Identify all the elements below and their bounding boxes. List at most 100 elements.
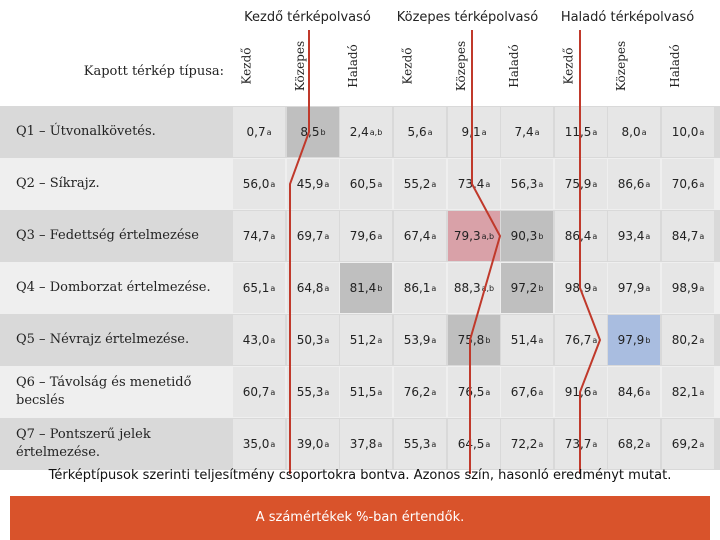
cell-value: 70,6 xyxy=(671,177,699,191)
value-cell: 73,7 a xyxy=(555,419,607,469)
value-cell: 51,5 a xyxy=(340,367,392,417)
cell-value: 86,4 xyxy=(564,229,592,243)
value-cell: 80,2 a xyxy=(662,315,714,365)
cell-value: 7,4 xyxy=(514,125,534,139)
cell-group-letter: a xyxy=(485,179,491,189)
cell-group-letter: a xyxy=(641,127,647,137)
cell-value: 86,1 xyxy=(403,281,431,295)
value-cell: 7,4 a xyxy=(501,107,553,157)
cell-value: 81,4 xyxy=(349,281,377,295)
value-cell: 37,8 a xyxy=(340,419,392,469)
group-header-beginner: Kezdő térképolvasó xyxy=(244,10,371,25)
value-cell: 55,3 a xyxy=(287,367,339,417)
cell-group-letter: a xyxy=(427,127,433,137)
cell-group-letter: a xyxy=(592,283,598,293)
value-cell: 86,4 a xyxy=(555,211,607,261)
value-cell: 65,1 a xyxy=(233,263,285,313)
value-cell: 60,5 a xyxy=(340,159,392,209)
cell-value: 76,2 xyxy=(403,385,431,399)
value-cell: 97,2 b xyxy=(501,263,553,313)
sub-column-header: Közepes xyxy=(608,34,634,98)
cell-value: 73,7 xyxy=(564,437,592,451)
cell-group-letter: a xyxy=(485,387,491,397)
cell-value: 60,7 xyxy=(242,385,270,399)
value-cell: 88,3 a,b xyxy=(448,263,500,313)
sub-column-label: Haladó xyxy=(507,44,521,88)
cell-value: 50,3 xyxy=(296,333,324,347)
value-cell: 97,9 b xyxy=(608,315,660,365)
cell-group-letter: a xyxy=(270,231,276,241)
cell-group-letter: a xyxy=(645,179,651,189)
cell-group-letter: a,b xyxy=(481,231,495,241)
value-cell: 75,8 b xyxy=(448,315,500,365)
cell-group-letter: a xyxy=(324,283,330,293)
cell-group-letter: a xyxy=(324,335,330,345)
cell-value: 55,3 xyxy=(403,437,431,451)
cell-group-letter: b xyxy=(377,283,383,293)
value-cell: 8,0 a xyxy=(608,107,660,157)
value-cell: 67,4 a xyxy=(394,211,446,261)
value-cell: 76,5 a xyxy=(448,367,500,417)
cell-value: 88,3 xyxy=(453,281,481,295)
footer-bar: A számértékek %-ban értendők. xyxy=(10,496,710,540)
question-label: Q2 – Síkrajz. xyxy=(16,176,100,191)
cell-group-letter: a xyxy=(699,387,705,397)
sub-column-header: Kezdő xyxy=(555,34,581,98)
value-cell: 75,9 a xyxy=(555,159,607,209)
cell-value: 64,8 xyxy=(296,281,324,295)
value-cell: 79,3 a,b xyxy=(448,211,500,261)
sub-column-label: Közepes xyxy=(614,40,629,92)
cell-group-letter: a xyxy=(645,283,651,293)
cell-group-letter: a xyxy=(485,439,491,449)
cell-group-letter: a xyxy=(377,231,383,241)
cell-value: 79,6 xyxy=(349,229,377,243)
value-cell: 2,4 a,b xyxy=(340,107,392,157)
sub-column-label: Kezdő xyxy=(239,47,254,85)
sub-column-header: Közepes xyxy=(287,34,313,98)
cell-value: 55,3 xyxy=(296,385,324,399)
value-cell: 81,4 b xyxy=(340,263,392,313)
value-cell: 72,2 a xyxy=(501,419,553,469)
value-cell: 86,6 a xyxy=(608,159,660,209)
cell-group-letter: a xyxy=(270,439,276,449)
value-cell: 86,1 a xyxy=(394,263,446,313)
caption: Térképtípusok szerinti teljesítmény csop… xyxy=(48,468,672,483)
cell-value: 64,5 xyxy=(457,437,485,451)
cell-group-letter: a xyxy=(324,387,330,397)
value-cell: 90,3 b xyxy=(501,211,553,261)
cell-group-letter: a xyxy=(324,439,330,449)
cell-value: 98,9 xyxy=(564,281,592,295)
cell-value: 65,1 xyxy=(242,281,270,295)
cell-value: 84,6 xyxy=(617,385,645,399)
cell-group-letter: b xyxy=(538,283,544,293)
cell-value: 9,1 xyxy=(461,125,481,139)
value-cell: 98,9 a xyxy=(662,263,714,313)
cell-value: 76,7 xyxy=(564,333,592,347)
cell-value: 84,7 xyxy=(671,229,699,243)
cell-group-letter: a xyxy=(538,439,544,449)
cell-group-letter: a xyxy=(592,387,598,397)
question-label: Q4 – Domborzat értelmezése. xyxy=(16,280,211,295)
value-cell: 43,0 a xyxy=(233,315,285,365)
value-cell: 35,0 a xyxy=(233,419,285,469)
cell-value: 10,0 xyxy=(671,125,699,139)
cell-value: 43,0 xyxy=(242,333,270,347)
cell-group-letter: a xyxy=(538,179,544,189)
value-cell: 68,2 a xyxy=(608,419,660,469)
sub-column-header: Közepes xyxy=(448,34,474,98)
cell-group-letter: a xyxy=(431,439,437,449)
cell-value: 60,5 xyxy=(349,177,377,191)
cell-value: 72,2 xyxy=(510,437,538,451)
value-cell: 98,9 a xyxy=(555,263,607,313)
value-cell: 53,9 a xyxy=(394,315,446,365)
sub-column-header: Kezdő xyxy=(233,34,259,98)
cell-group-letter: a xyxy=(645,387,651,397)
cell-value: 98,9 xyxy=(671,281,699,295)
cell-value: 55,2 xyxy=(403,177,431,191)
cell-group-letter: a xyxy=(377,179,383,189)
cell-group-letter: a xyxy=(699,283,705,293)
cell-value: 37,8 xyxy=(349,437,377,451)
cell-value: 11,5 xyxy=(564,125,592,139)
cell-group-letter: a xyxy=(431,335,437,345)
cell-value: 86,6 xyxy=(617,177,645,191)
